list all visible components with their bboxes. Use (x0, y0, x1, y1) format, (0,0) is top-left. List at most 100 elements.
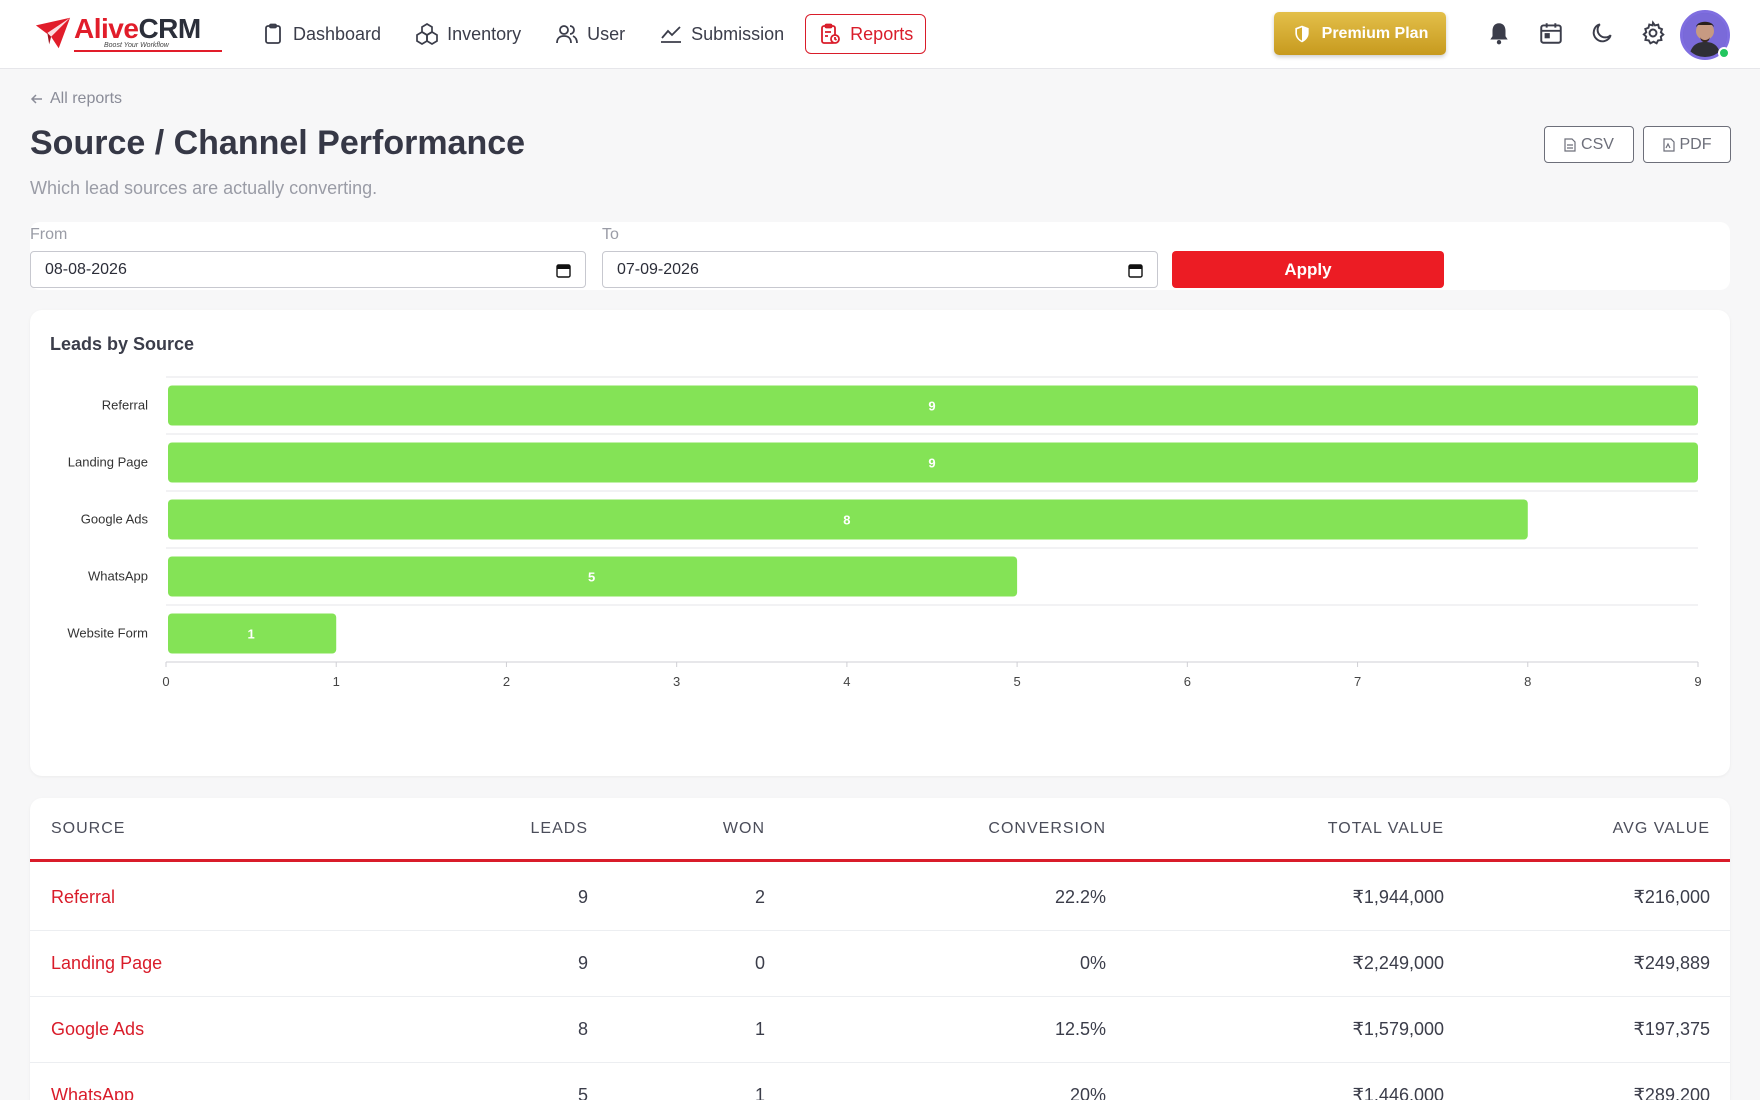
bar (168, 385, 1698, 426)
x-tick-label: 0 (162, 674, 169, 689)
bar (168, 442, 1698, 483)
cell-leads: 5 (577, 1085, 588, 1100)
to-date-value: 07-09-2026 (617, 260, 699, 278)
cell-conversion: 22.2% (1054, 887, 1106, 907)
report-icon (821, 23, 841, 44)
shield-icon (1294, 25, 1309, 42)
file-icon (1564, 137, 1576, 152)
apply-button[interactable]: Apply (1172, 251, 1444, 288)
from-label: From (30, 226, 68, 243)
nav-item-reports[interactable]: Reports (805, 14, 927, 54)
main-nav: Dashboard Inventory User Submission Repo… (248, 14, 934, 54)
x-tick-label: 7 (1354, 674, 1361, 689)
nav-label: Dashboard (293, 23, 382, 44)
cell-avg: ₹249,889 (1633, 953, 1710, 973)
source-link[interactable]: Google Ads (51, 1019, 145, 1039)
cell-conversion: 20% (1069, 1085, 1106, 1100)
cell-won: 1 (754, 1085, 765, 1100)
brand-logo[interactable]: AliveCRM Boost Your Workflow (34, 13, 222, 54)
col-conversion[interactable]: CONVERSION (988, 820, 1106, 837)
nav-label: Reports (850, 23, 914, 44)
bar-value-label: 8 (843, 513, 850, 528)
boxes-icon (416, 23, 438, 45)
leads-by-source-chart: 0 1 2 3 4 5 6 7 8 9 Referral 9 Landing Page 9 Google A… (67, 376, 1702, 689)
table-row: Referral 9 2 22.2% ₹1,944,000 ₹216,000 (30, 865, 1730, 931)
nav-label: Inventory (447, 23, 522, 44)
paper-plane-logo-icon (35, 17, 71, 49)
cell-avg: ₹216,000 (1633, 887, 1710, 907)
page-subtitle: Which lead sources are actually converti… (30, 178, 378, 198)
y-category-label: Website Form (67, 626, 148, 641)
source-table: SOURCE LEADS WON CONVERSION TOTAL VALUE … (30, 798, 1730, 1100)
to-date-input[interactable]: 07-09-2026 (602, 251, 1158, 288)
premium-plan-label: Premium Plan (1321, 24, 1429, 42)
nav-item-inventory[interactable]: Inventory (402, 14, 534, 54)
chart-line-icon (661, 26, 682, 43)
arrow-left-icon (30, 94, 42, 104)
nav-item-dashboard[interactable]: Dashboard (248, 14, 394, 54)
source-link[interactable]: Landing Page (51, 953, 163, 973)
top-navbar: AliveCRM Boost Your Workflow Dashboard I… (0, 0, 1760, 69)
table-row: WhatsApp 5 1 20% ₹1,446,000 ₹289,200 (30, 1063, 1730, 1100)
y-category-label: WhatsApp (88, 569, 148, 584)
cell-leads: 9 (577, 887, 588, 907)
gear-icon[interactable] (1640, 20, 1666, 46)
calendar-picker-icon[interactable] (1128, 263, 1143, 278)
x-tick-label: 9 (1694, 674, 1701, 689)
export-csv-button[interactable]: CSV (1544, 126, 1634, 163)
brand-name: AliveCRM (74, 13, 201, 44)
clipboard-icon (265, 23, 281, 44)
bell-icon[interactable] (1486, 20, 1512, 46)
table-row: Landing Page 9 0 0% ₹2,249,000 ₹249,889 (30, 931, 1730, 997)
file-pdf-icon (1662, 137, 1675, 152)
nav-label: User (587, 23, 626, 44)
col-won[interactable]: WON (722, 820, 765, 837)
cell-won: 1 (754, 1019, 765, 1039)
back-label: All reports (50, 90, 123, 107)
col-avg-value[interactable]: AVG VALUE (1612, 820, 1710, 837)
bar-value-label: 9 (928, 456, 935, 471)
to-label: To (602, 226, 619, 243)
export-pdf-button[interactable]: PDF (1643, 126, 1731, 163)
cell-total: ₹1,446,000 (1352, 1085, 1444, 1100)
nav-item-submission[interactable]: Submission (646, 14, 797, 54)
page-title: Source / Channel Performance (30, 124, 526, 162)
cell-won: 2 (754, 887, 765, 907)
source-link[interactable]: Referral (51, 887, 116, 907)
x-tick-label: 1 (333, 674, 340, 689)
from-date-input[interactable]: 08-08-2026 (30, 251, 586, 288)
cell-avg: ₹197,375 (1633, 1019, 1710, 1039)
cell-total: ₹1,579,000 (1352, 1019, 1444, 1039)
table-row: Google Ads 8 1 12.5% ₹1,579,000 ₹197,375 (30, 997, 1730, 1063)
y-category-label: Google Ads (81, 512, 149, 527)
premium-plan-button[interactable]: Premium Plan (1274, 12, 1446, 55)
source-link[interactable]: WhatsApp (51, 1085, 135, 1100)
back-to-reports-link[interactable]: All reports (30, 90, 122, 108)
cell-conversion: 0% (1079, 953, 1106, 973)
col-source[interactable]: SOURCE (51, 820, 126, 837)
brand-underline (74, 50, 222, 52)
bar-value-label: 5 (588, 570, 595, 585)
bar (168, 613, 337, 654)
calendar-picker-icon[interactable] (556, 263, 571, 278)
nav-item-user[interactable]: User (542, 14, 638, 54)
col-leads[interactable]: LEADS (530, 820, 588, 837)
moon-icon[interactable] (1589, 20, 1615, 46)
bar (168, 556, 1018, 597)
cell-total: ₹1,944,000 (1352, 887, 1444, 907)
x-tick-label: 3 (673, 674, 680, 689)
calendar-icon[interactable] (1538, 20, 1564, 46)
table-header: SOURCE LEADS WON CONVERSION TOTAL VALUE … (30, 798, 1730, 862)
col-total-value[interactable]: TOTAL VALUE (1327, 820, 1444, 837)
brand-tagline: Boost Your Workflow (104, 42, 169, 49)
x-tick-label: 5 (1013, 674, 1020, 689)
x-tick-label: 4 (843, 674, 850, 689)
cell-leads: 9 (577, 953, 588, 973)
user-photo-icon (1683, 13, 1727, 57)
y-category-label: Landing Page (68, 455, 148, 470)
y-category-label: Referral (102, 398, 148, 413)
chart-title: Leads by Source (50, 334, 195, 354)
from-date-value: 08-08-2026 (45, 260, 127, 278)
nav-label: Submission (691, 23, 785, 44)
bar (168, 499, 1528, 540)
